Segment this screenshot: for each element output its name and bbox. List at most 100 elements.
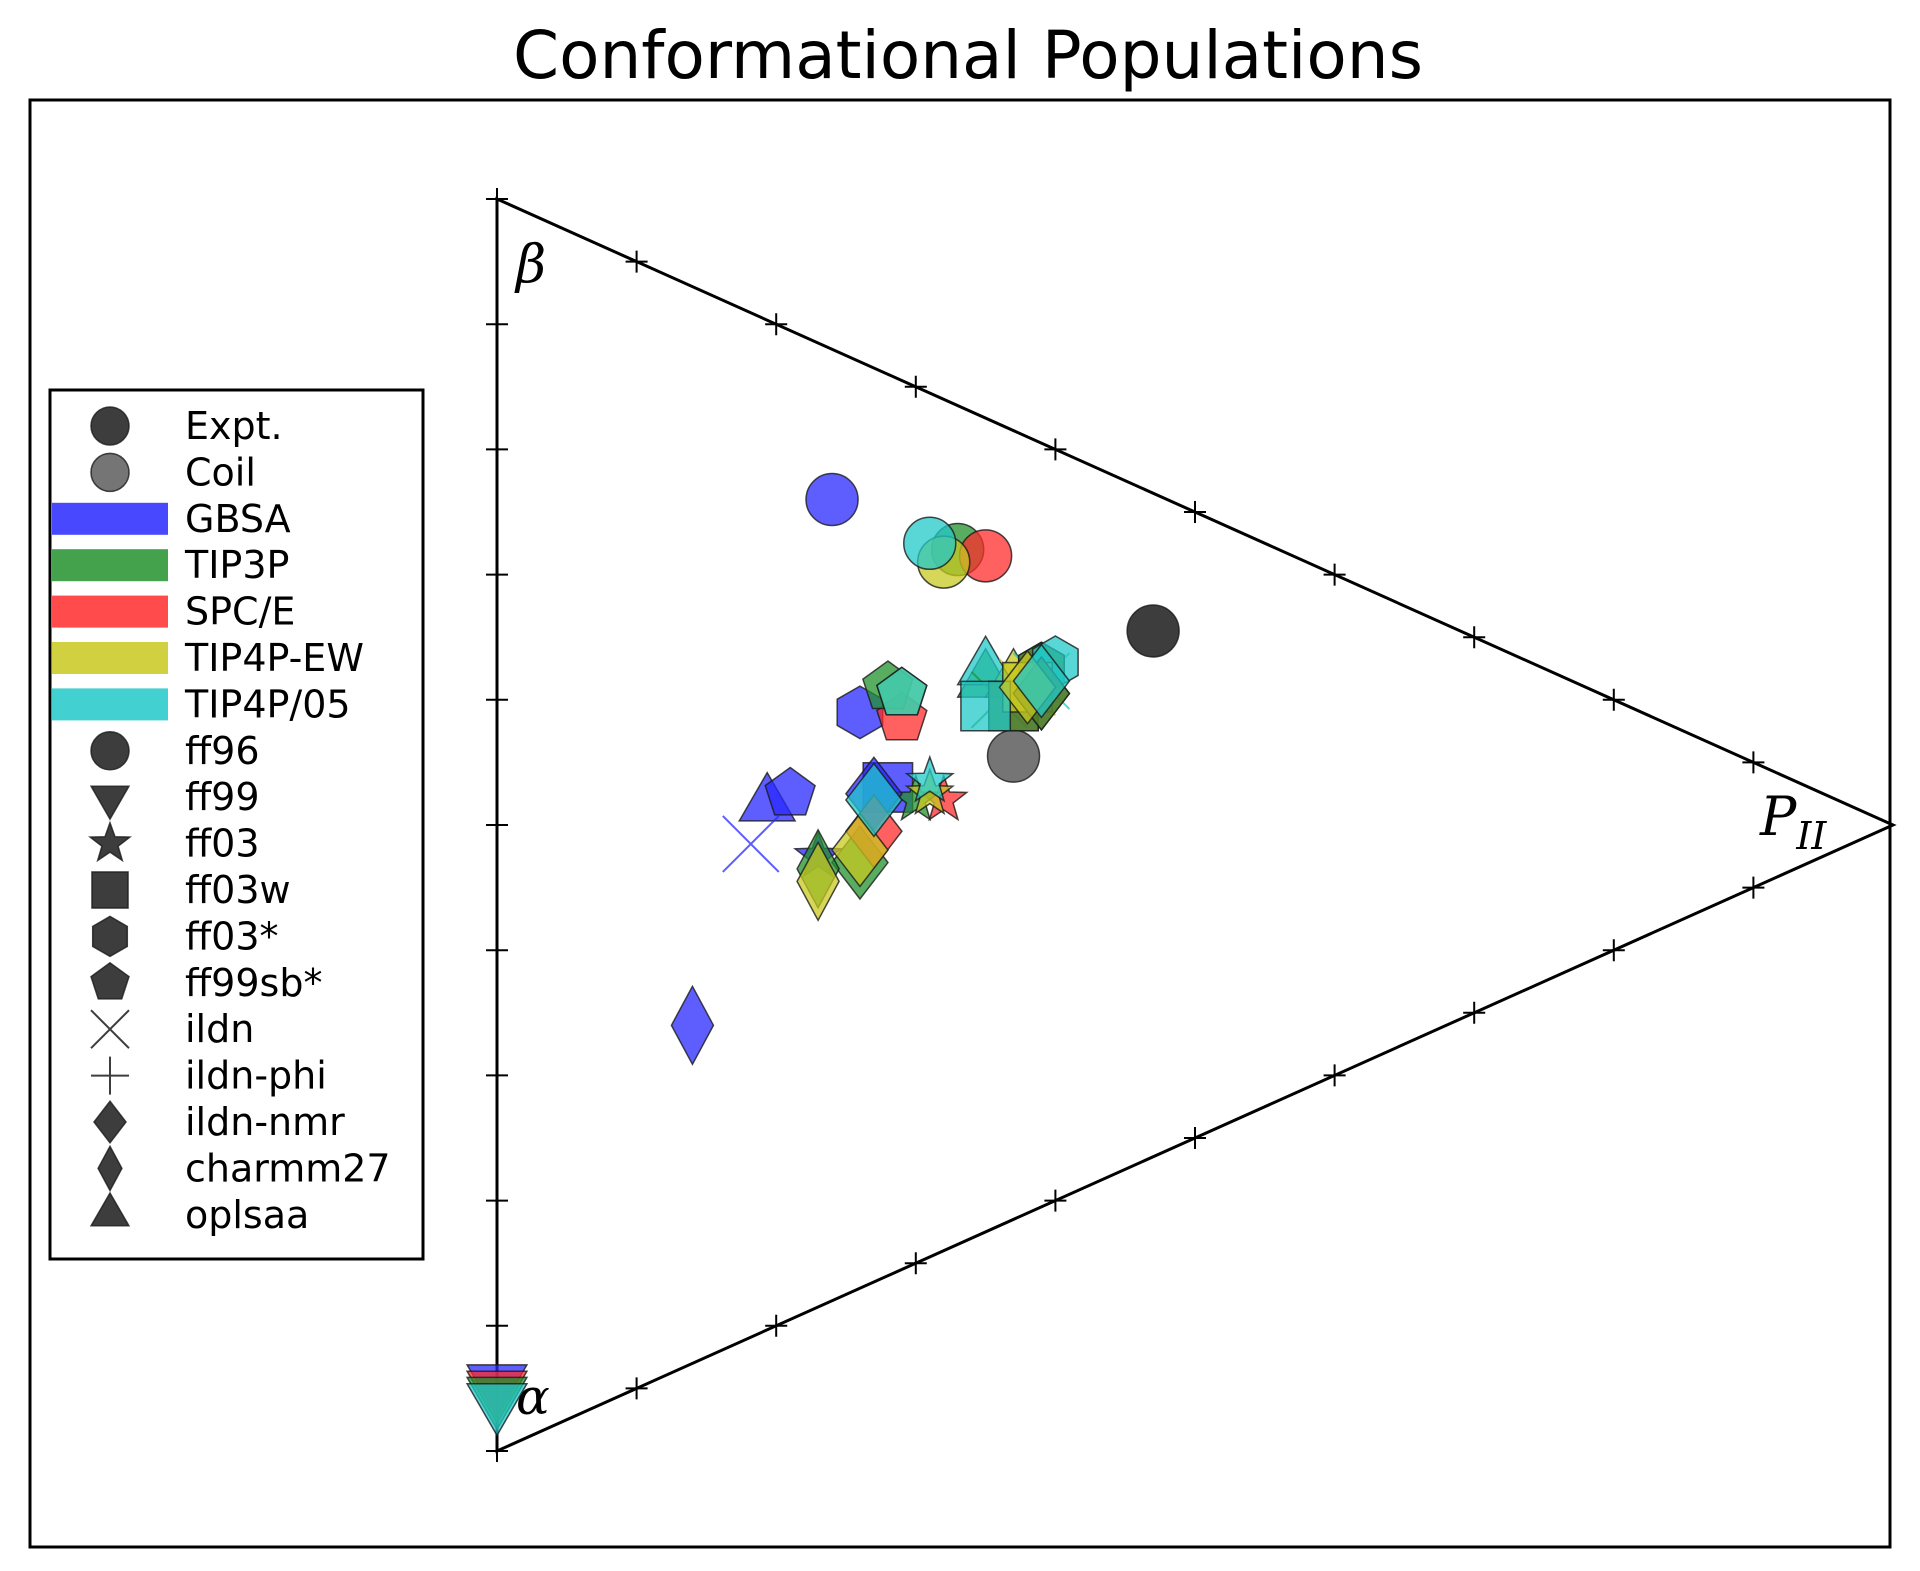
- tick-mark: [486, 313, 508, 336]
- tick-mark: [1463, 1001, 1486, 1024]
- data-point-46: [1012, 643, 1071, 719]
- legend-marker: [91, 1056, 129, 1095]
- legend-swatch: [52, 549, 168, 582]
- tick-mark: [486, 814, 508, 836]
- data-point-23: [764, 766, 816, 816]
- data-points: [465, 472, 1180, 1437]
- data-point-37: [904, 754, 955, 803]
- legend-marker: [90, 731, 130, 771]
- tick-mark: [486, 563, 508, 586]
- legend-label: GBSA: [185, 497, 291, 541]
- data-point-27: [876, 666, 928, 716]
- tick-mark: [765, 1314, 788, 1337]
- tick-mark: [1602, 939, 1625, 962]
- tick-mark: [1184, 1127, 1206, 1149]
- data-point-49: [796, 840, 840, 922]
- tick-mark: [486, 1189, 508, 1212]
- legend-item: ff03w: [91, 868, 291, 912]
- legend-label: ildn-nmr: [185, 1100, 345, 1144]
- legend-item: TIP4P-EW: [52, 636, 364, 680]
- tick-mark: [625, 250, 648, 273]
- tick-mark: [1323, 563, 1346, 586]
- chart-title: Conformational Populations: [513, 17, 1423, 94]
- legend-label: TIP3P: [184, 543, 289, 587]
- tick-mark: [1742, 876, 1765, 899]
- legend-label: TIP4P-EW: [184, 636, 364, 680]
- legend-item: ff99: [89, 775, 260, 821]
- tick-mark: [1742, 751, 1765, 774]
- legend-label: Expt.: [185, 404, 283, 448]
- legend-label: ff96: [185, 729, 260, 773]
- legend-marker: [89, 785, 131, 821]
- legend-item: TIP3P: [52, 543, 289, 587]
- data-point-42: [844, 762, 903, 838]
- legend-label: ff03*: [185, 914, 279, 958]
- tick-mark: [486, 1440, 508, 1462]
- tick-mark: [1602, 688, 1625, 711]
- legend-item: ff03: [87, 820, 260, 866]
- legend-marker: [90, 1009, 130, 1049]
- legend-label: ff03: [185, 822, 260, 866]
- legend-swatch: [52, 688, 168, 721]
- legend-label: SPC/E: [185, 590, 295, 634]
- legend-marker: [89, 1191, 131, 1227]
- legend-marker: [90, 406, 130, 446]
- legend-item: SPC/E: [52, 590, 295, 634]
- tick-mark: [1044, 1189, 1067, 1212]
- legend-marker: [93, 1099, 127, 1145]
- legend-swatch: [52, 502, 168, 535]
- ternary-triangle: [495, 196, 1897, 1454]
- legend-item: ff99sb*: [90, 961, 322, 1005]
- tick-mark: [486, 688, 508, 711]
- tick-mark: [904, 375, 927, 398]
- legend-marker: [90, 961, 130, 1000]
- tick-mark: [486, 188, 508, 210]
- legend-label: ildn-phi: [185, 1054, 327, 1098]
- data-point-47: [670, 984, 715, 1066]
- corner-label-beta: β: [514, 235, 546, 295]
- legend-label: ff03w: [185, 868, 291, 912]
- legend-label: TIP4P/05: [184, 682, 351, 726]
- data-point-2: [805, 472, 859, 527]
- data-point-6: [903, 516, 957, 571]
- legend-item: ildn-phi: [91, 1054, 327, 1098]
- tick-mark: [765, 313, 788, 336]
- legend-item: oplsaa: [89, 1191, 309, 1237]
- legend-swatch: [52, 642, 168, 674]
- legend-item: TIP4P/05: [52, 682, 351, 726]
- data-point-10: [465, 1382, 529, 1437]
- data-point-0: [1126, 604, 1180, 658]
- legend-marker: [87, 820, 133, 863]
- legend-swatch: [52, 595, 168, 628]
- legend-label: ff99: [185, 775, 260, 819]
- legend-marker: [91, 915, 129, 958]
- legend-item: ildn: [90, 1007, 254, 1051]
- tick-mark: [1044, 438, 1067, 461]
- legend-item: Expt.: [90, 404, 283, 448]
- tick-mark: [1184, 501, 1206, 523]
- tick-mark: [486, 438, 508, 461]
- tick-mark: [904, 1252, 927, 1275]
- legend-item: ff96: [90, 729, 260, 773]
- tick-mark: [625, 1377, 648, 1400]
- legend-label: ildn: [185, 1007, 254, 1051]
- ternary-frame: [486, 188, 1897, 1462]
- tick-mark: [1323, 1064, 1346, 1087]
- legend-marker: [90, 452, 130, 493]
- tick-mark: [486, 1314, 508, 1337]
- legend-item: charmm27: [97, 1144, 391, 1193]
- legend-label: ff99sb*: [185, 961, 322, 1005]
- corner-label-alpha: α: [516, 1368, 550, 1426]
- legend-label: Coil: [185, 450, 256, 494]
- corner-label-pii: PII: [1759, 785, 1827, 858]
- data-point-15: [722, 815, 780, 873]
- legend-item: Coil: [90, 450, 256, 494]
- legend-label: charmm27: [185, 1146, 391, 1190]
- legend-label: oplsaa: [185, 1193, 309, 1237]
- tick-mark: [486, 939, 508, 962]
- legend-marker: [91, 871, 129, 909]
- tick-mark: [1463, 626, 1486, 649]
- legend-item: ff03*: [91, 914, 279, 958]
- data-point-1: [986, 729, 1041, 783]
